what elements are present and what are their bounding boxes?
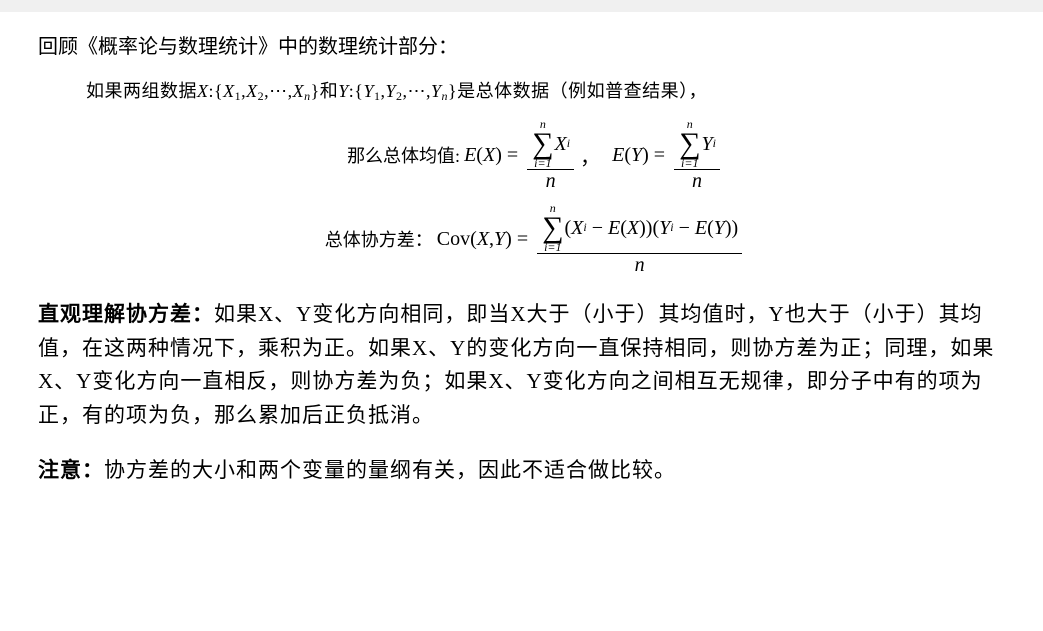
sum-lower: i=1 bbox=[544, 241, 561, 253]
cov-equation-row: 总体协方差： Cov(X,Y) = n ∑ i=1 (Xi − E(X))(Yi… bbox=[86, 202, 985, 276]
note-paragraph: 注意：协方差的大小和两个变量的量纲有关，因此不适合做比较。 bbox=[38, 454, 1005, 488]
cov-math: Cov(X,Y) = n ∑ i=1 (Xi − E(X))(Yi − E(Y)… bbox=[437, 202, 746, 276]
text-prefix: 如果两组数据 bbox=[86, 81, 197, 101]
sum-lower: i=1 bbox=[681, 157, 698, 169]
intro-line: 回顾《概率论与数理统计》中的数理统计部分： bbox=[38, 30, 1005, 59]
sum-lower: i=1 bbox=[534, 157, 551, 169]
mean-label: 那么总体均值: bbox=[347, 142, 460, 168]
para1-lead: 直观理解协方差： bbox=[38, 302, 214, 326]
mean-equation-row: 那么总体均值: E(X) = n ∑ i=1 Xi n ， bbox=[86, 118, 985, 192]
explanation-paragraph: 直观理解协方差：如果X、Y变化方向相同，即当X大于（小于）其均值时，Y也大于（小… bbox=[38, 298, 1005, 432]
denom-n: n bbox=[688, 170, 706, 192]
para2-body: 协方差的大小和两个变量的量纲有关，因此不适合做比较。 bbox=[104, 458, 676, 482]
denom-n: n bbox=[631, 254, 649, 276]
cov-label: 总体协方差： bbox=[325, 226, 433, 252]
document-page: 回顾《概率论与数理统计》中的数理统计部分： 如果两组数据X:{X1,X2,⋯,X… bbox=[0, 12, 1043, 631]
para2-lead: 注意： bbox=[38, 458, 104, 482]
indented-block: 如果两组数据X:{X1,X2,⋯,Xn}和Y:{Y1,Y2,⋯,Yn}是总体数据… bbox=[86, 77, 985, 276]
denom-n: n bbox=[542, 170, 560, 192]
eq-separator: ， bbox=[580, 141, 600, 170]
mean-ex: E(X) = n ∑ i=1 Xi n bbox=[464, 118, 578, 192]
data-sets-line: 如果两组数据X:{X1,X2,⋯,Xn}和Y:{Y1,Y2,⋯,Yn}是总体数据… bbox=[86, 77, 985, 104]
text-suffix: 是总体数据（例如普查结果）， bbox=[457, 81, 707, 101]
mean-ey: E(Y) = n ∑ i=1 Yi n bbox=[602, 118, 724, 192]
text-mid: 和 bbox=[320, 81, 339, 101]
